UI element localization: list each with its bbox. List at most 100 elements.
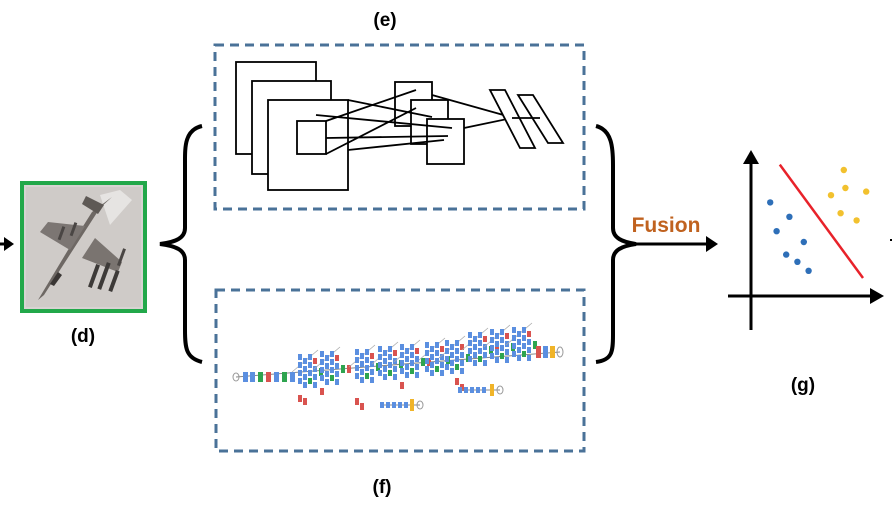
- softmax-block: [490, 384, 494, 396]
- network-layer-block: [512, 343, 516, 349]
- network-layer-block: [360, 369, 364, 375]
- concat-block: [421, 358, 425, 366]
- network-layer-block: [512, 335, 516, 341]
- network-layer-block: [483, 360, 487, 366]
- network-layer-block: [282, 372, 287, 382]
- network-layer-block: [505, 333, 509, 339]
- network-layer-block: [360, 361, 364, 367]
- network-layer-block: [435, 342, 439, 348]
- network-layer-block: [527, 339, 531, 345]
- network-layer-block: [320, 351, 324, 357]
- network-layer-block: [298, 362, 302, 368]
- cnn-architecture-diagram-icon: [235, 61, 565, 191]
- network-layer-block: [355, 365, 359, 371]
- decision-boundary: [778, 163, 865, 279]
- network-layer-block: [430, 370, 434, 376]
- network-layer-block: [303, 358, 307, 364]
- network-layer-block: [445, 364, 449, 370]
- network-layer-block: [415, 364, 419, 370]
- network-layer-block: [313, 358, 317, 364]
- frame-f: [214, 288, 586, 453]
- network-layer-block: [455, 378, 459, 385]
- class-b-point: [827, 192, 835, 199]
- network-layer-block: [330, 375, 334, 381]
- network-layer-block: [517, 347, 521, 353]
- network-layer-block: [400, 368, 404, 374]
- network-layer-block: [490, 353, 494, 359]
- class-a-point: [800, 238, 807, 246]
- aux-layer-block: [380, 402, 384, 408]
- network-layer-block: [483, 344, 487, 350]
- network-layer-block: [313, 366, 317, 372]
- network-layer-block: [425, 366, 429, 372]
- network-layer-block: [360, 377, 364, 383]
- network-layer-block: [500, 329, 504, 335]
- network-layer-block: [455, 364, 459, 370]
- network-layer-block: [335, 355, 339, 361]
- network-layer-block: [365, 357, 369, 363]
- network-layer-block: [274, 372, 279, 382]
- network-layer-block: [335, 363, 339, 369]
- network-layer-block: [405, 364, 409, 370]
- network-layer-block: [303, 382, 307, 388]
- network-layer-block: [527, 347, 531, 353]
- network-layer-block: [512, 327, 516, 333]
- network-layer-block: [378, 370, 382, 376]
- network-layer-block: [355, 398, 359, 405]
- class-a-point: [794, 258, 801, 265]
- network-layer-block: [405, 348, 409, 354]
- network-layer-block: [478, 332, 482, 338]
- network-layer-block: [355, 373, 359, 379]
- network-layer-block: [298, 378, 302, 384]
- network-layer-block: [303, 366, 307, 372]
- head-layer-block: [543, 346, 548, 358]
- network-layer-block: [360, 353, 364, 359]
- network-layer-block: [512, 351, 516, 357]
- network-layer-block: [320, 388, 324, 395]
- network-layer-block: [400, 382, 404, 389]
- label-g: (g): [791, 375, 815, 396]
- network-layer-block: [308, 362, 312, 368]
- network-layer-block: [490, 337, 494, 343]
- network-layer-block: [522, 343, 526, 349]
- class-b-point: [853, 217, 860, 224]
- network-layer-block: [478, 356, 482, 362]
- network-layer-block: [393, 374, 397, 380]
- network-layer-block: [303, 374, 307, 380]
- network-layer-block: [495, 341, 499, 347]
- network-layer-block: [527, 355, 531, 361]
- network-layer-block: [298, 354, 302, 360]
- network-layer-block: [468, 356, 472, 362]
- network-layer-block: [435, 358, 439, 364]
- class-a-point: [783, 251, 790, 258]
- frame-e: [213, 43, 586, 211]
- class-b-point: [840, 166, 847, 174]
- network-layer-block: [517, 331, 521, 337]
- network-layer-block: [400, 352, 404, 358]
- network-layer-block: [415, 348, 419, 354]
- fighter-jet-photo-icon: [26, 187, 141, 307]
- network-layer-block: [505, 349, 509, 355]
- network-layer-block: [266, 372, 271, 382]
- network-layer-block: [425, 350, 429, 356]
- network-layer-block: [243, 372, 248, 382]
- network-layer-block: [388, 370, 392, 376]
- network-layer-block: [517, 355, 521, 361]
- aux-layer-block: [392, 402, 396, 408]
- network-input-node: [232, 372, 240, 382]
- network-layer-block: [468, 348, 472, 354]
- network-layer-block: [335, 379, 339, 385]
- network-layer-block: [298, 370, 302, 376]
- network-layer-block: [455, 340, 459, 346]
- label-e: (e): [373, 10, 396, 31]
- network-layer-block: [308, 370, 312, 376]
- network-layer-block: [355, 357, 359, 363]
- network-layer-block: [468, 340, 472, 346]
- network-layer-block: [440, 346, 444, 352]
- aux-layer-block: [404, 402, 408, 408]
- label-d: (d): [71, 326, 95, 347]
- class-a-point: [786, 213, 793, 220]
- network-layer-block: [325, 363, 329, 369]
- concat-block: [533, 341, 537, 349]
- aux-layer-block: [476, 387, 480, 393]
